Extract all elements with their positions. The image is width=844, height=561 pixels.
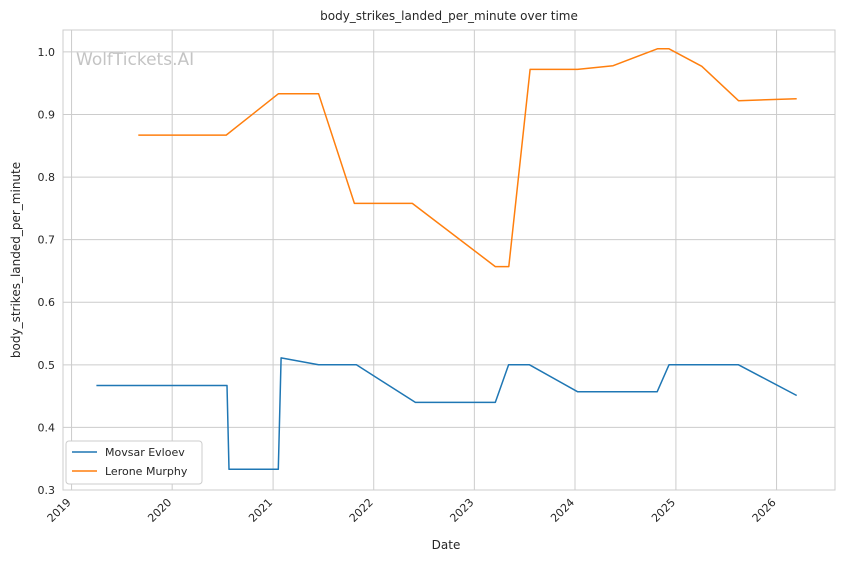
y-tick-label: 0.3 [38,484,56,497]
y-tick-label: 0.5 [38,359,56,372]
plot-frame [62,29,836,491]
legend-box [65,440,203,485]
chart-title: body_strikes_landed_per_minute over time [320,9,578,23]
y-tick-label: 0.4 [38,421,56,434]
y-tick-label: 0.9 [38,108,56,121]
y-axis-label: body_strikes_landed_per_minute [9,162,23,358]
y-tick-label: 0.8 [38,171,56,184]
grid [63,30,835,491]
x-tick-labels: 2019 2020 2021 2022 2023 2024 2025 2026 [45,496,779,525]
x-tick-label: 2019 [45,496,74,525]
x-tick-label: 2023 [447,496,476,525]
y-tick-label: 0.6 [38,296,56,309]
x-tick-label: 2024 [548,496,577,525]
series-line-movsar-evloev [96,357,798,471]
x-tick-label: 2020 [145,496,174,525]
plot-area [63,30,835,490]
x-tick-label: 2026 [750,496,779,525]
x-axis-label: Date [432,538,461,552]
series-lines [96,48,798,471]
y-tick-labels: 0.3 0.4 0.5 0.6 0.7 0.8 0.9 1.0 [38,46,56,497]
y-tick-label: 0.7 [38,234,56,247]
legend-label-movsar-evloev: Movsar Evloev [105,446,185,459]
legend: Movsar Evloev Lerone Murphy [65,440,203,485]
x-tick-label: 2021 [246,496,275,525]
series-line-lerone-murphy [138,48,797,268]
y-tick-label: 1.0 [38,46,56,59]
x-tick-label: 2022 [347,496,376,525]
watermark: WolfTickets.AI [76,50,194,70]
x-tick-label: 2025 [649,496,678,525]
legend-label-lerone-murphy: Lerone Murphy [105,465,188,478]
